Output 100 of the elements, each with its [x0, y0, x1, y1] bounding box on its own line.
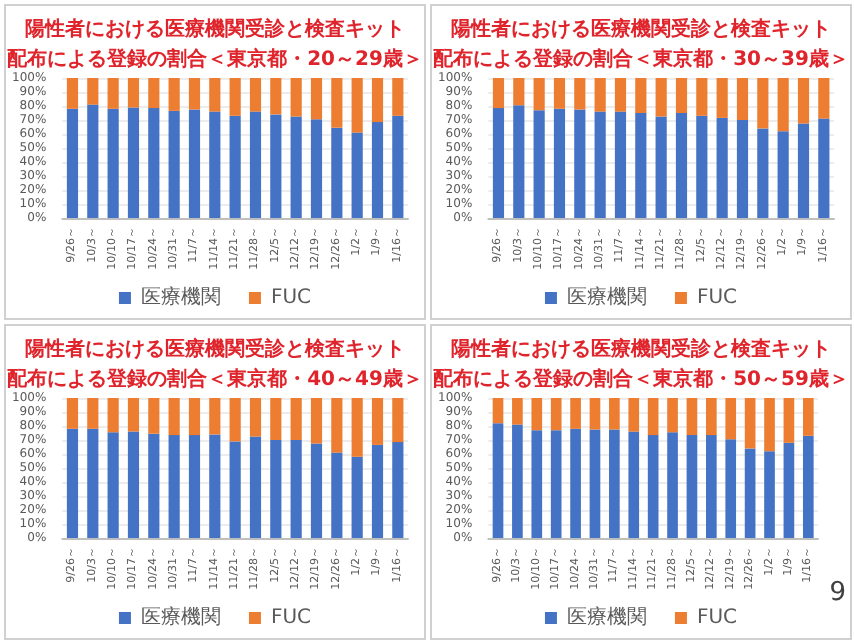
bar: [188, 78, 201, 110]
bar: [628, 431, 640, 538]
bar: [696, 115, 708, 218]
bar: [168, 110, 180, 218]
bar: [533, 78, 545, 111]
legend-label: FUC: [270, 287, 312, 309]
bar: [647, 398, 659, 436]
bar: [66, 78, 79, 109]
bar: [492, 398, 504, 424]
bar: [736, 78, 749, 120]
bar: [270, 78, 282, 115]
bar: [777, 78, 789, 132]
legend-label: 医療機関: [140, 285, 221, 309]
bar: [127, 431, 140, 538]
bar: [127, 398, 140, 432]
bar: [764, 451, 775, 538]
bar: [229, 115, 241, 218]
bar: [107, 398, 119, 433]
bar: [675, 78, 688, 113]
bar: [310, 398, 323, 444]
bar: [87, 428, 99, 538]
bar: [492, 423, 504, 538]
bar: [392, 78, 404, 116]
chart-title: 陽性者における医療機関受診と検査キット: [25, 17, 405, 41]
bar: [249, 111, 262, 218]
bar: [706, 435, 717, 538]
bar: [609, 398, 620, 430]
bar: [797, 78, 810, 124]
bar: [209, 111, 221, 218]
bar: [371, 444, 384, 538]
bar: [574, 109, 586, 218]
bar: [127, 78, 140, 108]
bar: [609, 429, 620, 538]
bar: [655, 78, 667, 117]
bar: [392, 442, 404, 538]
bar: [716, 117, 728, 218]
bar: [168, 435, 180, 538]
bar: [716, 78, 728, 118]
bar: [188, 109, 201, 218]
bar: [725, 398, 737, 440]
bar: [351, 398, 363, 457]
bar: [655, 116, 667, 218]
bar: [550, 398, 562, 431]
bar: [229, 441, 241, 538]
bar: [87, 78, 99, 105]
bar: [818, 78, 830, 119]
chart-subtitle: 配布による登録の割合＜東京都・30～39歳＞: [433, 47, 849, 71]
bar: [614, 78, 627, 112]
bar: [783, 442, 795, 538]
bar: [351, 132, 363, 218]
bar: [797, 123, 810, 218]
bar: [229, 398, 241, 442]
bar: [736, 120, 749, 218]
chart-subtitle: 配布による登録の割合＜東京都・50～59歳＞: [433, 367, 849, 391]
bar: [647, 435, 659, 538]
bar: [371, 122, 384, 218]
bar: [270, 114, 282, 218]
bar: [512, 398, 523, 425]
legend-label: FUC: [696, 287, 738, 309]
bar: [290, 78, 302, 117]
bar: [127, 107, 140, 218]
bar: [331, 452, 343, 538]
bar: [628, 398, 640, 432]
bar: [66, 428, 79, 538]
bar: [107, 432, 119, 538]
bar: [331, 398, 343, 453]
bar: [531, 398, 543, 431]
text: 9: [829, 578, 847, 608]
bar: [107, 78, 119, 109]
bar: [533, 110, 545, 218]
bar: [310, 119, 323, 218]
chart-title: 陽性者における医療機関受診と検査キット: [451, 17, 831, 41]
legend-label: 医療機関: [566, 285, 647, 309]
bar: [777, 131, 789, 218]
bar: [148, 108, 160, 218]
bar: [188, 398, 201, 436]
bar: [574, 78, 586, 110]
bar: [757, 78, 769, 129]
bar: [392, 115, 404, 218]
bar: [802, 398, 814, 436]
bar: [310, 78, 323, 120]
bar: [107, 108, 119, 218]
bar: [635, 78, 647, 113]
bar: [331, 78, 343, 128]
bar: [570, 428, 581, 538]
bar: [513, 78, 525, 106]
bar: [371, 398, 384, 445]
bar: [667, 432, 678, 538]
bar: [209, 398, 221, 435]
bar: [783, 398, 795, 443]
bar: [725, 439, 737, 538]
chart-title: 陽性者における医療機関受診と検査キット: [25, 337, 405, 361]
bar: [744, 448, 756, 538]
bar: [744, 398, 756, 449]
bar: [249, 398, 262, 437]
bar: [667, 398, 678, 433]
bar: [492, 108, 505, 218]
bar: [371, 78, 384, 123]
bar: [270, 440, 282, 538]
bar: [249, 436, 262, 538]
